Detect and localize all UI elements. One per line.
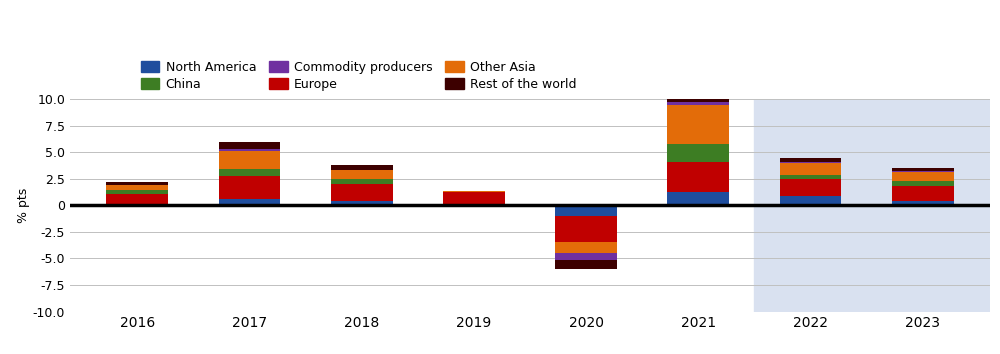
Bar [219,169,280,176]
Bar [780,175,841,179]
Bar [443,191,505,192]
Bar [892,172,954,181]
Bar [780,162,841,163]
Bar [892,200,954,205]
Bar [331,200,393,205]
Bar [667,98,729,102]
Bar [555,253,617,260]
Bar [780,179,841,196]
Bar [331,170,393,179]
Bar [331,184,393,200]
Bar [555,216,617,242]
Bar [106,194,168,205]
Bar [443,192,505,205]
Bar [667,105,729,144]
Bar [219,149,280,151]
Bar [892,186,954,200]
Bar [892,181,954,186]
Legend: North America, China, Commodity producers, Europe, Other Asia, Rest of the world: North America, China, Commodity producer… [141,61,576,91]
Bar [667,102,729,105]
Bar [219,199,280,205]
Bar [780,158,841,162]
Bar [219,176,280,199]
Bar [106,190,168,194]
Bar [667,162,729,192]
Bar [667,144,729,162]
Bar [892,171,954,172]
Bar [892,167,954,171]
Bar [443,205,505,206]
Bar [555,205,617,216]
Bar [219,142,280,149]
Bar [555,260,617,268]
Bar [780,163,841,175]
Bar [667,192,729,205]
Bar [331,179,393,184]
Bar [219,151,280,169]
Bar [555,242,617,253]
Bar [106,182,168,185]
Bar [331,165,393,170]
Bar [780,196,841,205]
Bar [754,99,990,312]
Bar [106,185,168,190]
Y-axis label: % pts: % pts [17,188,30,223]
